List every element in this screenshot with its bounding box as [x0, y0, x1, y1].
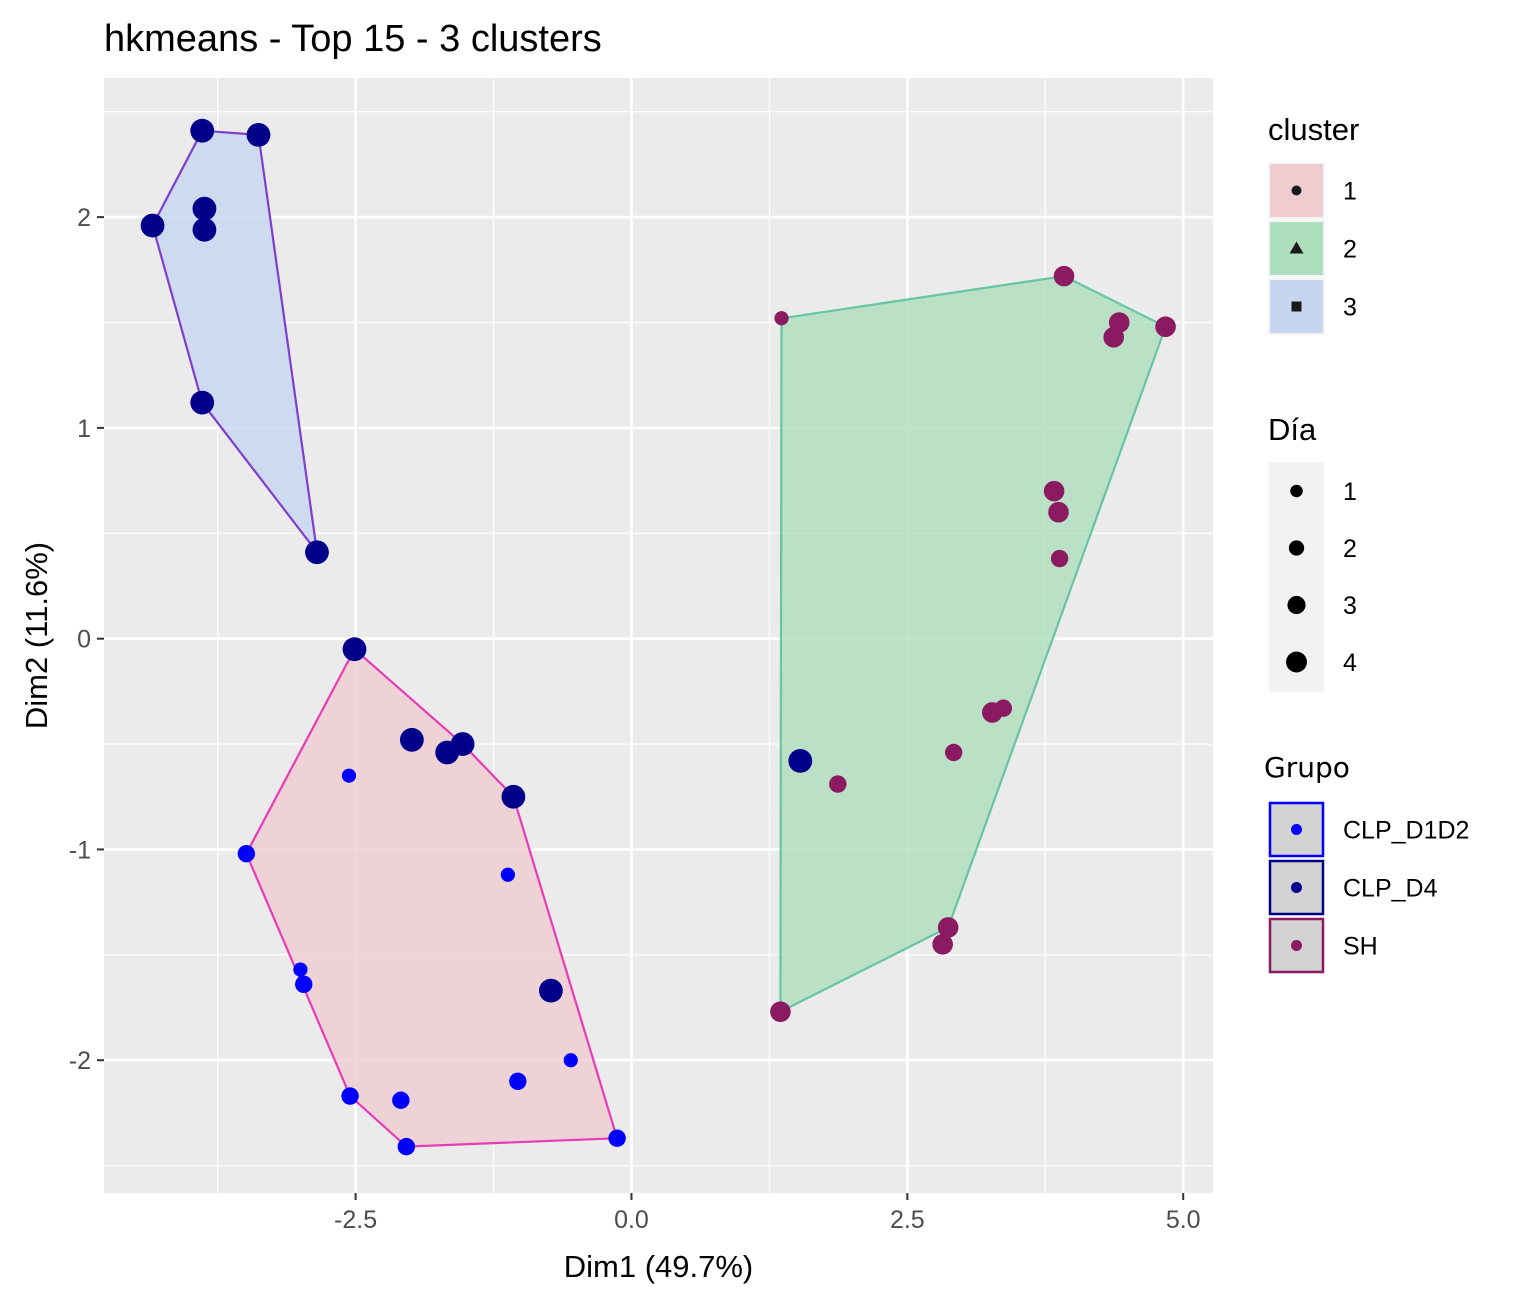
data-points: [140, 118, 1176, 1156]
x-tick-label: -2.5: [334, 1206, 377, 1234]
legend-key-cluster-3: [1268, 278, 1325, 335]
data-point-25: [774, 311, 789, 326]
y-tick-label: -1: [69, 836, 91, 864]
data-point-30: [1043, 480, 1065, 502]
x-tick-label: 0.0: [614, 1206, 649, 1234]
legend-title-dia: Día: [1268, 412, 1317, 447]
legend-glyph-grupo: [1291, 882, 1302, 893]
data-point-31: [1048, 501, 1069, 523]
data-point-15: [237, 844, 256, 863]
legend-glyph-square: [1291, 301, 1302, 312]
legend-glyph-grupo: [1291, 824, 1302, 835]
data-point-0: [190, 118, 215, 143]
x-tick-label: 2.5: [890, 1206, 925, 1234]
data-point-3: [192, 217, 217, 242]
data-point-38: [932, 933, 953, 955]
legend-glyph-circle: [1291, 185, 1302, 196]
cluster-hulls: [151, 129, 1167, 1148]
data-point-4: [140, 213, 165, 238]
axis-ticks: -2.5 0.0 2.5 5.0 -2 -1 0 1 2: [69, 204, 1201, 1234]
data-point-14: [341, 768, 357, 783]
legends: cluster 1 2 3 Día 1 2 3 4 Grupo CLP_D1D2 CLP_D4 SH: [1264, 112, 1469, 974]
data-point-35: [944, 743, 963, 762]
legend-key-cluster-1: [1268, 162, 1325, 219]
chart-title: hkmeans - Top 15 - 3 clusters: [104, 18, 602, 60]
legend-glyph-dia-3: [1287, 595, 1306, 615]
data-point-18: [295, 975, 313, 994]
data-point-24: [608, 1129, 626, 1147]
legend-label-dia: 3: [1343, 592, 1357, 620]
legend-label-grupo: CLP_D1D2: [1343, 817, 1469, 845]
legend-label-grupo: CLP_D4: [1343, 875, 1438, 903]
y-tick-label: 2: [77, 204, 91, 232]
legend-key-grupo: [1268, 917, 1325, 974]
data-point-8: [399, 727, 424, 752]
data-point-6: [305, 540, 329, 565]
data-point-20: [509, 1072, 527, 1090]
data-point-5: [190, 390, 215, 415]
data-point-39: [770, 1001, 791, 1023]
data-point-19: [563, 1053, 578, 1068]
data-point-23: [397, 1137, 416, 1156]
data-point-11: [501, 784, 526, 809]
x-axis-label: Dim1 (49.7%): [564, 1249, 754, 1284]
legend-label-cluster: 2: [1343, 236, 1357, 264]
data-point-12: [539, 978, 563, 1003]
legend-label-cluster: 1: [1343, 178, 1357, 206]
data-point-26: [1053, 265, 1075, 287]
legend-label-dia: 4: [1343, 649, 1357, 677]
data-point-28: [1103, 326, 1124, 348]
data-point-17: [293, 962, 308, 977]
y-tick-label: 1: [77, 415, 91, 443]
data-point-2: [192, 196, 217, 221]
legend-label-dia: 1: [1343, 478, 1357, 506]
legend-key-grupo: [1268, 859, 1325, 916]
data-point-7: [342, 637, 367, 662]
legend-glyph-dia-1: [1290, 484, 1303, 498]
legend-glyph-grupo: [1291, 940, 1302, 951]
x-tick-label: 5.0: [1166, 1206, 1201, 1234]
data-point-37: [937, 917, 959, 938]
data-point-34: [994, 699, 1013, 717]
legend-title-cluster: cluster: [1268, 112, 1359, 147]
y-axis-label: Dim2 (11.6%): [19, 542, 54, 729]
legend-label-cluster: 3: [1343, 294, 1357, 322]
legend-label-dia: 2: [1343, 535, 1357, 563]
data-point-13: [788, 749, 813, 773]
data-point-36: [829, 775, 847, 793]
data-point-21: [341, 1087, 359, 1105]
y-tick-label: 0: [77, 626, 91, 654]
y-tick-label: -2: [69, 1047, 91, 1075]
data-point-1: [246, 123, 271, 147]
legend-label-grupo: SH: [1343, 933, 1378, 961]
legend-glyph-dia-2: [1288, 540, 1305, 556]
legend-glyph-triangle: [1289, 241, 1304, 254]
data-point-32: [1050, 549, 1069, 568]
legend-title-grupo: Grupo: [1264, 751, 1350, 784]
data-point-10: [450, 732, 475, 756]
data-point-22: [392, 1091, 410, 1109]
cluster-1-hull: [245, 647, 619, 1148]
data-point-16: [500, 867, 515, 882]
data-point-29: [1155, 316, 1176, 338]
cluster-2-hull: [779, 274, 1167, 1014]
legend-glyph-dia-4: [1286, 651, 1307, 673]
